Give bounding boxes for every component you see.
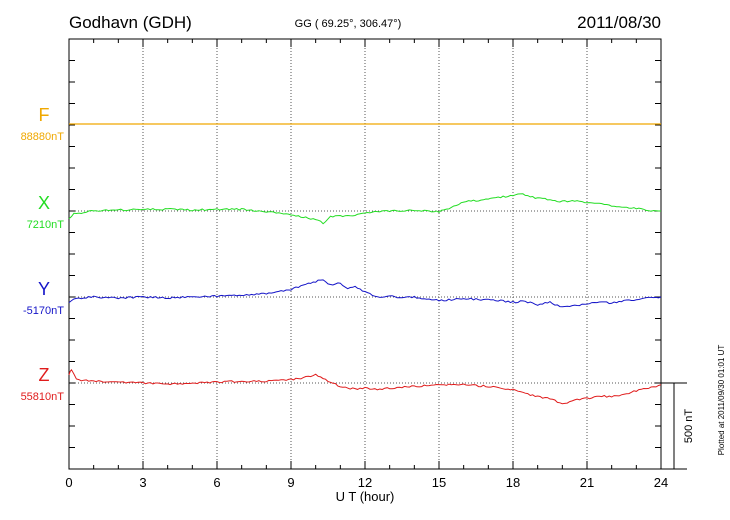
station-title: Godhavn (GDH) [69, 13, 192, 32]
x-tick-label-24: 24 [654, 475, 668, 490]
series-labels: F 88880nT X 7210nT Y -5170nT Z 55810nT [21, 105, 65, 403]
plotted-at-note: Plotted at 2011/09/30 01:01 UT [717, 345, 726, 456]
x-axis-label: U T (hour) [336, 489, 395, 504]
series-line-x [68, 193, 661, 225]
x-tick-label-6: 6 [213, 475, 220, 490]
grid-lines [69, 39, 661, 469]
series-baseline-z: 55810nT [21, 391, 65, 403]
series-baseline-x: 7210nT [27, 219, 65, 231]
x-tick-label-15: 15 [432, 475, 446, 490]
series-name-x: X [38, 193, 50, 213]
series-line-z [68, 368, 662, 405]
x-tick-label-21: 21 [580, 475, 594, 490]
x-tick-label-18: 18 [506, 475, 520, 490]
x-tick-label-9: 9 [287, 475, 294, 490]
series-line-y [68, 279, 662, 308]
plot-date: 2011/08/30 [577, 13, 661, 32]
series-baseline-f: 88880nT [21, 131, 65, 143]
series-name-f: F [39, 105, 50, 125]
series-baseline-y: -5170nT [23, 305, 64, 317]
x-tick-label-12: 12 [358, 475, 372, 490]
station-coords: GG ( 69.25°, 306.47°) [295, 18, 402, 30]
x-tick-labels: 0 3 6 9 12 15 18 21 24 [65, 475, 668, 490]
x-tick-label-3: 3 [139, 475, 146, 490]
series-name-y: Y [38, 279, 50, 299]
scale-bar-label: 500 nT [683, 409, 695, 444]
x-tick-label-0: 0 [65, 475, 72, 490]
series-name-z: Z [39, 365, 50, 385]
scale-bar: 500 nT [661, 382, 695, 470]
series-group [68, 123, 662, 405]
plot-frame [68, 38, 662, 470]
axis-ticks [68, 38, 662, 470]
